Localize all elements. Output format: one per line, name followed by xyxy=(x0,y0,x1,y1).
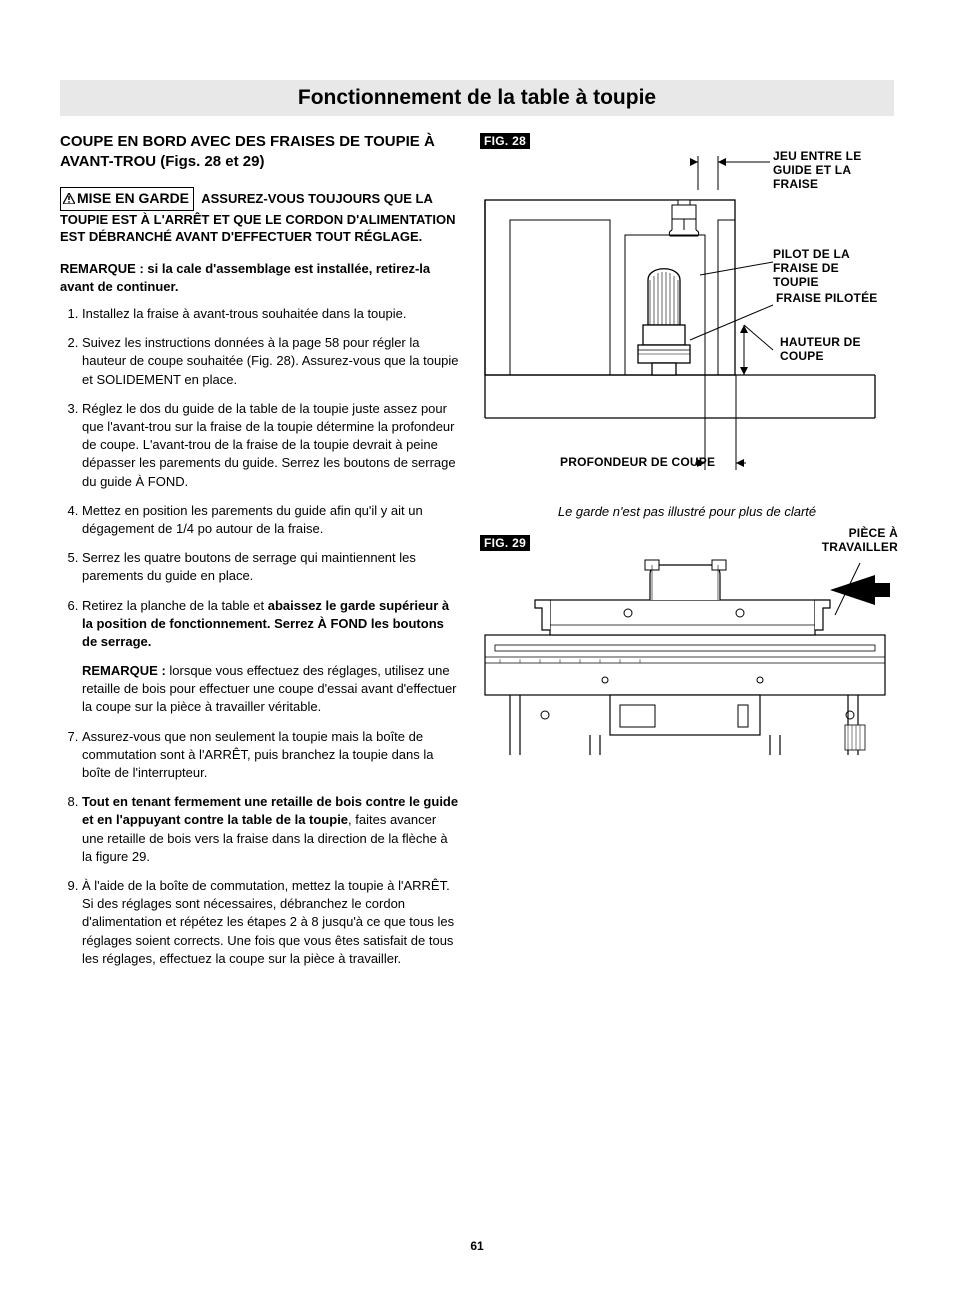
collet-detail xyxy=(669,200,698,236)
knob xyxy=(638,269,690,375)
step-5: Serrez les quatre boutons de serrage qui… xyxy=(82,549,460,585)
step-9: À l'aide de la boîte de commutation, met… xyxy=(82,877,460,968)
callout-fraise: FRAISE PILOTÉE xyxy=(776,292,886,306)
figure-28-diagram xyxy=(480,150,880,495)
figure-29-block: FIG. 29 PIÈCE À TRAVAILLER xyxy=(480,535,894,760)
main-title: Fonctionnement de la table à toupie xyxy=(60,80,894,116)
callout-pilot: PILOT DE LA FRAISE DE TOUPIE xyxy=(773,248,883,289)
fig-29-tag: FIG. 29 xyxy=(480,535,530,551)
step-6: Retirez la planche de la table et abaiss… xyxy=(82,597,460,652)
step-2: Suivez les instructions données à la pag… xyxy=(82,334,460,389)
figure-29-diagram xyxy=(480,535,890,755)
callout-profondeur: PROFONDEUR DE COUPE xyxy=(560,456,715,470)
warning-icon xyxy=(63,190,75,209)
section-heading: COUPE EN BORD AVEC DES FRAISES DE TOUPIE… xyxy=(60,132,460,171)
step-8: Tout en tenant fermement une retaille de… xyxy=(82,793,460,866)
step-4: Mettez en position les parements du guid… xyxy=(82,502,460,538)
warning-paragraph: MISE EN GARDE ASSUREZ-VOUS TOUJOURS QUE … xyxy=(60,187,460,246)
steps-list-cont: Assurez-vous que non seulement la toupie… xyxy=(60,728,460,968)
figure-28-block: FIG. 28 xyxy=(480,132,894,521)
note-1: REMARQUE : si la cale d'assemblage est i… xyxy=(60,260,460,295)
step-3: Réglez le dos du guide de la table de la… xyxy=(82,400,460,491)
page-number: 61 xyxy=(60,1239,894,1253)
two-column-layout: COUPE EN BORD AVEC DES FRAISES DE TOUPIE… xyxy=(60,132,894,979)
right-column: FIG. 28 xyxy=(480,132,894,979)
step-7: Assurez-vous que non seulement la toupie… xyxy=(82,728,460,783)
fig-28-tag: FIG. 28 xyxy=(480,133,530,149)
warning-label: MISE EN GARDE xyxy=(77,190,189,206)
left-column: COUPE EN BORD AVEC DES FRAISES DE TOUPIE… xyxy=(60,132,460,979)
callout-piece: PIÈCE À TRAVAILLER xyxy=(818,527,898,555)
steps-list: Installez la fraise à avant-trous souhai… xyxy=(60,305,460,651)
warning-badge: MISE EN GARDE xyxy=(60,187,194,211)
callout-hauteur: HAUTEUR DE COUPE xyxy=(780,336,880,364)
fig-28-caption: Le garde n'est pas illustré pour plus de… xyxy=(480,504,894,521)
step-6-note: REMARQUE : lorsque vous effectuez des ré… xyxy=(82,662,460,717)
step-1: Installez la fraise à avant-trous souhai… xyxy=(82,305,460,323)
page: Fonctionnement de la table à toupie COUP… xyxy=(0,0,954,1293)
callout-jeu: JEU ENTRE LE GUIDE ET LA FRAISE xyxy=(773,150,873,191)
